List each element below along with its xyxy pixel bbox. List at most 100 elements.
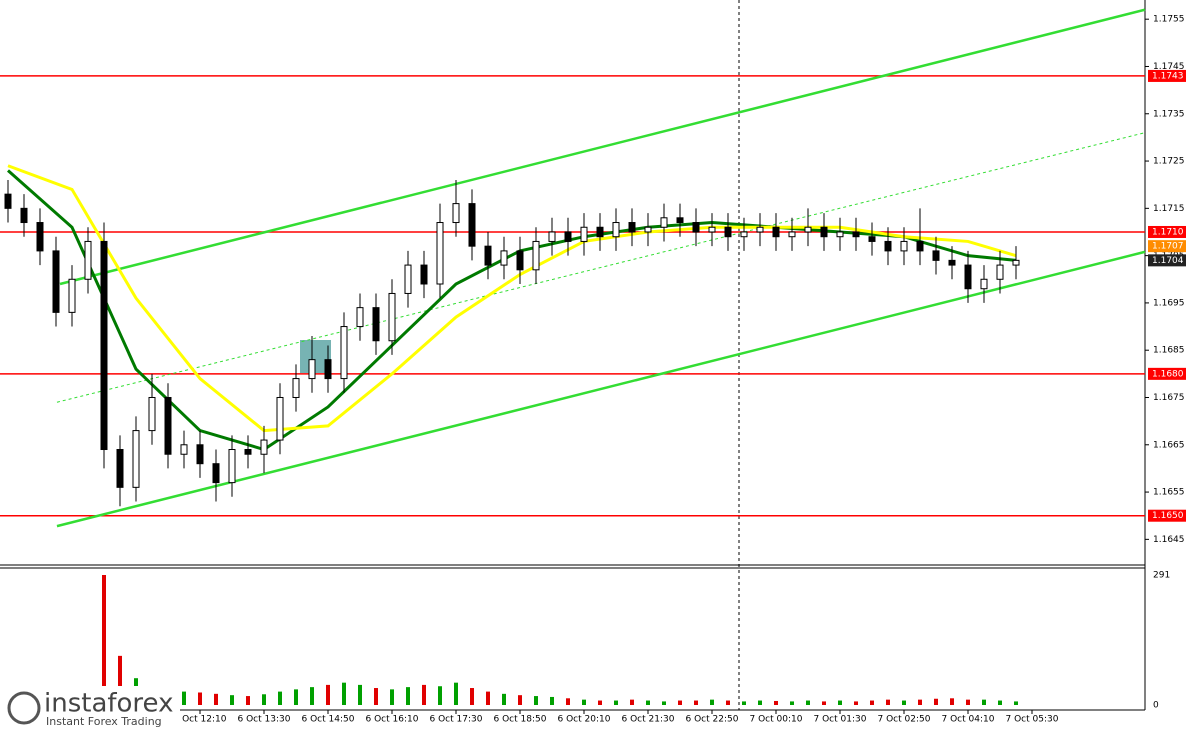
candle-body xyxy=(324,359,332,380)
volume-bar xyxy=(902,700,906,705)
candle-body xyxy=(148,396,156,432)
volume-bar xyxy=(502,693,506,705)
volume-bar xyxy=(214,693,218,705)
volume-bar xyxy=(678,700,682,705)
candle-body xyxy=(212,463,220,484)
price-marker-label: 1.1707 xyxy=(1152,242,1184,252)
candle-body xyxy=(628,222,636,233)
volume-bar xyxy=(374,688,378,705)
candle-body xyxy=(276,396,284,441)
volume-bar xyxy=(550,696,554,705)
volume-tick-label: 0 xyxy=(1153,701,1159,711)
candle-body xyxy=(820,226,828,238)
volume-bar xyxy=(470,688,474,705)
volume-bar xyxy=(822,701,826,705)
x-tick-label: 6 Oct 18:50 xyxy=(494,715,547,725)
volume-bar xyxy=(566,698,570,705)
candle-body xyxy=(884,240,892,252)
candle-body xyxy=(660,217,668,228)
candle-body xyxy=(500,250,508,266)
candle-body xyxy=(532,240,540,271)
volume-bar xyxy=(326,684,330,705)
x-tick-label: 7 Oct 01:30 xyxy=(814,715,867,725)
candle-body xyxy=(852,231,860,238)
level-label-bg xyxy=(1148,69,1186,82)
volume-bar xyxy=(1014,701,1018,705)
volume-bar xyxy=(742,701,746,705)
y-tick-label: 1.1735 xyxy=(1153,109,1185,119)
candle-body xyxy=(36,222,44,252)
candle-body xyxy=(756,226,764,233)
candle-body xyxy=(244,449,252,455)
volume-bar xyxy=(998,700,1002,705)
price-marker-bg xyxy=(1148,254,1186,267)
level-label-bg xyxy=(1148,509,1186,522)
x-tick-label: 6 Oct 14:50 xyxy=(302,715,355,725)
y-tick-label: 1.1665 xyxy=(1153,440,1185,450)
level-label-bg xyxy=(1148,367,1186,380)
candle-body xyxy=(116,449,124,488)
volume-bar xyxy=(918,699,922,705)
price-marker-bg xyxy=(1148,240,1186,253)
y-tick-label: 1.1725 xyxy=(1153,157,1185,167)
candle-body xyxy=(676,217,684,224)
volume-bar xyxy=(310,687,314,705)
volume-bar xyxy=(694,700,698,705)
level-label: 1.1650 xyxy=(1152,511,1184,521)
y-tick-label: 1.1685 xyxy=(1153,346,1185,356)
volume-bar xyxy=(534,696,538,705)
x-tick-label: 6 Oct 22:50 xyxy=(686,715,739,725)
candle-body xyxy=(292,378,300,398)
candle-body xyxy=(452,203,460,224)
x-tick-label: 6 Oct 16:10 xyxy=(366,715,419,725)
candle-body xyxy=(404,264,412,294)
candle-body xyxy=(996,264,1004,280)
volume-bar xyxy=(646,700,650,705)
volume-bar xyxy=(806,700,810,705)
volume-bar xyxy=(582,699,586,705)
x-tick-label: 7 Oct 00:10 xyxy=(750,715,803,725)
volume-bar xyxy=(262,694,266,705)
candle-body xyxy=(180,444,188,455)
candle-body xyxy=(356,307,364,328)
volume-bar xyxy=(454,682,458,705)
logo: instaforex Instant Forex Trading xyxy=(0,686,180,731)
volume-bar xyxy=(758,700,762,705)
volume-bar xyxy=(102,575,106,705)
candle-body xyxy=(468,203,476,247)
candle-body xyxy=(84,240,92,280)
volume-bar xyxy=(438,686,442,705)
candle-body xyxy=(772,226,780,238)
candle-body xyxy=(20,207,28,224)
volume-bar xyxy=(198,692,202,705)
candle-body xyxy=(804,226,812,233)
volume-bar xyxy=(294,689,298,705)
volume-bar xyxy=(230,695,234,705)
y-tick-label: 1.1755 xyxy=(1153,15,1185,25)
x-tick-label: 6 Oct 21:30 xyxy=(622,715,675,725)
trend-line xyxy=(56,132,1146,403)
level-label: 1.1743 xyxy=(1152,71,1184,81)
candle-body xyxy=(260,439,268,455)
candle-body xyxy=(580,226,588,242)
candle-body xyxy=(420,264,428,285)
volume-bar xyxy=(870,700,874,705)
volume-bar xyxy=(774,700,778,705)
candle-body xyxy=(868,236,876,242)
candle-body xyxy=(564,231,572,242)
trend-line xyxy=(56,250,1146,528)
candle-body xyxy=(708,226,716,233)
logo-name: instaforex xyxy=(44,689,173,719)
volume-bar xyxy=(854,701,858,705)
candle-body xyxy=(740,231,748,238)
candle-body xyxy=(948,259,956,266)
x-tick-label: 7 Oct 04:10 xyxy=(942,715,995,725)
candle-body xyxy=(916,240,924,252)
candle-body xyxy=(644,226,652,233)
volume-bar xyxy=(342,682,346,705)
candle-body xyxy=(836,231,844,238)
candle-body xyxy=(724,226,732,238)
candle-body xyxy=(228,449,236,484)
